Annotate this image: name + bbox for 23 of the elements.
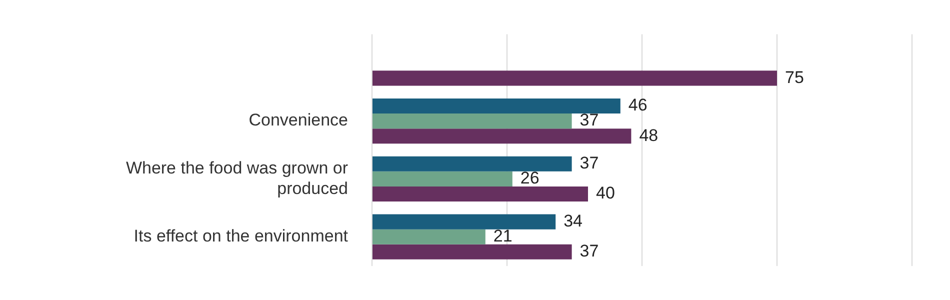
bar bbox=[372, 70, 777, 86]
bar bbox=[372, 244, 572, 260]
bar bbox=[372, 128, 632, 144]
data-label: 37 bbox=[580, 110, 599, 130]
data-label: 37 bbox=[580, 154, 599, 173]
data-label: 40 bbox=[596, 184, 615, 203]
data-label: 75 bbox=[785, 68, 804, 87]
bar bbox=[372, 229, 486, 244]
bar bbox=[372, 171, 512, 186]
data-label: 21 bbox=[493, 226, 512, 246]
data-label: 46 bbox=[628, 96, 648, 115]
bar bbox=[372, 114, 572, 129]
data-label: 37 bbox=[580, 242, 599, 261]
bar bbox=[372, 214, 556, 230]
y-tick-label: Its effect on the environment bbox=[134, 226, 348, 246]
bar bbox=[372, 156, 572, 172]
data-label: 26 bbox=[520, 168, 540, 188]
bar bbox=[372, 186, 588, 202]
bar bbox=[372, 98, 620, 114]
data-label: 48 bbox=[639, 126, 658, 145]
y-tick-label: Convenience bbox=[248, 110, 348, 130]
y-tick-label: Where the food was grown or produced bbox=[126, 158, 348, 198]
data-label: 34 bbox=[564, 211, 583, 230]
